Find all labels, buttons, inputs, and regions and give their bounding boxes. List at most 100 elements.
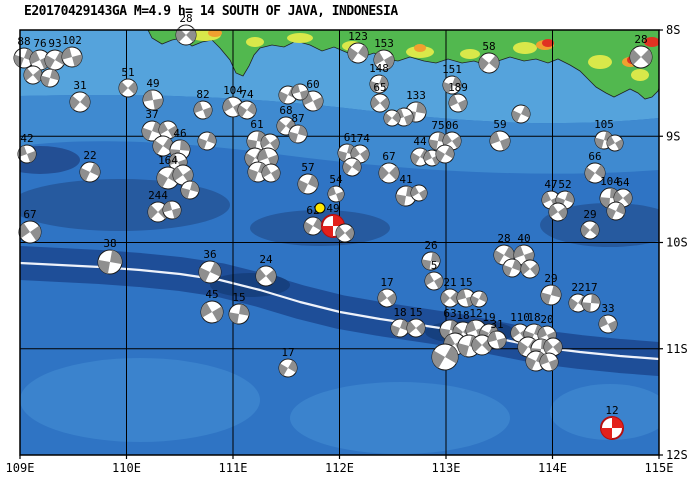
event-label: 74 [240, 88, 254, 101]
focal-mechanism[interactable] [332, 220, 357, 245]
focal-mechanism[interactable]: 29 [539, 272, 563, 307]
focal-mechanism[interactable]: 87 [287, 112, 309, 145]
focal-mechanism[interactable]: 18 [388, 306, 411, 340]
focal-mechanism[interactable] [433, 142, 458, 167]
focal-mechanism[interactable]: 17 [581, 281, 601, 313]
focal-mechanism[interactable]: 60 [300, 78, 327, 114]
focal-mechanism[interactable] [604, 199, 628, 223]
focal-mechanism[interactable]: 105 [593, 118, 615, 151]
focal-mechanism[interactable]: 153 [370, 37, 397, 74]
focal-mechanism[interactable]: 54 [326, 173, 347, 204]
focal-mechanism[interactable]: 5 [422, 259, 447, 293]
beachball-icon [431, 343, 459, 371]
focal-mechanism[interactable]: 51 [115, 66, 140, 101]
focal-mechanism[interactable]: 59 [487, 118, 513, 154]
focal-mechanism[interactable]: 76 [27, 37, 54, 73]
beachball-icon [548, 202, 568, 222]
focal-mechanism[interactable] [161, 199, 183, 221]
focal-mechanism[interactable] [39, 67, 61, 89]
focal-mechanism[interactable]: 17 [374, 276, 399, 311]
focal-mechanism[interactable]: 189 [446, 81, 470, 115]
event-label: 17 [281, 346, 294, 359]
focal-mechanism[interactable]: 22 [565, 281, 590, 316]
south-rise [20, 358, 260, 442]
focal-mechanism[interactable]: 82 [191, 88, 214, 122]
focal-mechanism[interactable] [381, 107, 404, 130]
beachball-icon [172, 164, 194, 186]
event-label: 58 [482, 40, 495, 53]
epicenter-marker[interactable] [314, 202, 326, 214]
focal-mechanism[interactable]: 31 [66, 79, 94, 116]
focal-mechanism[interactable]: 66 [581, 150, 609, 187]
event-label: 63 [443, 307, 456, 320]
focal-mechanism[interactable]: 93 [41, 37, 68, 74]
focal-mechanism[interactable]: 148 [367, 62, 390, 96]
focal-mechanism[interactable] [468, 288, 489, 309]
event-label: 17 [380, 276, 393, 289]
event-label: 82 [196, 88, 209, 101]
focal-mechanism[interactable] [259, 161, 284, 186]
focal-mechanism[interactable] [604, 132, 626, 154]
focal-mechanism[interactable]: 36 [195, 248, 224, 287]
beachball-icon [373, 49, 395, 71]
event-label: 28 [179, 12, 192, 25]
focal-mechanism[interactable] [290, 82, 310, 102]
focal-mechanism[interactable]: 17 [276, 346, 301, 380]
focal-mechanism[interactable] [156, 118, 181, 143]
lon-label: 113E [432, 461, 461, 475]
focal-mechanism[interactable]: 123 [344, 30, 372, 67]
focal-mechanism[interactable]: 28 [625, 33, 656, 73]
focal-mechanism[interactable]: 49 [141, 77, 164, 112]
focal-mechanism[interactable] [509, 102, 533, 126]
focal-mechanism[interactable]: 15 [403, 306, 428, 341]
focal-mechanism[interactable]: 31 [486, 318, 508, 351]
focal-mechanism[interactable] [545, 199, 570, 224]
beachball-icon [520, 259, 540, 279]
focal-mechanism[interactable] [339, 154, 364, 179]
focal-mechanism[interactable] [427, 339, 463, 375]
focal-mechanism[interactable]: 21 [437, 276, 462, 311]
focal-mechanism[interactable]: 45 [197, 288, 227, 327]
focal-mechanism[interactable]: 24 [252, 253, 280, 290]
focal-mechanism[interactable]: 58 [475, 40, 503, 77]
focal-mechanism[interactable]: 74 [234, 88, 259, 123]
focal-mechanism[interactable] [179, 179, 201, 201]
focal-mechanism[interactable]: 57 [295, 161, 322, 197]
beachball-icon [61, 46, 83, 68]
beachball-icon [255, 265, 277, 287]
focal-mechanism[interactable] [500, 256, 523, 279]
event-label: 102 [62, 34, 82, 47]
focal-mechanism[interactable] [523, 348, 550, 375]
focal-mechanism[interactable]: 12 [600, 404, 624, 440]
beachball-icon [435, 144, 455, 164]
focal-mechanism[interactable]: 42 [15, 132, 38, 166]
focal-mechanism[interactable]: 38 [96, 237, 124, 276]
focal-mechanism[interactable]: 15 [455, 276, 477, 309]
focal-mechanism[interactable]: 65 [367, 81, 392, 116]
focal-mechanism[interactable] [517, 256, 542, 281]
focal-mechanism[interactable] [540, 334, 565, 359]
focal-mechanism[interactable]: 102 [60, 34, 84, 69]
focal-mechanism[interactable]: 22 [77, 149, 104, 185]
focal-mechanism[interactable]: 67 [375, 150, 403, 187]
focal-mechanism[interactable] [408, 182, 430, 204]
focal-mechanism[interactable]: 6 [336, 131, 358, 164]
focal-mechanism[interactable] [169, 161, 197, 189]
focal-mechanism[interactable] [537, 350, 560, 373]
focal-mechanism[interactable]: 67 [15, 208, 46, 247]
focal-mechanism[interactable] [20, 62, 45, 87]
focal-mechanism[interactable] [149, 132, 177, 160]
focal-mechanism[interactable]: 29 [577, 208, 602, 243]
lat-label: 10S [666, 236, 688, 250]
focal-mechanism[interactable] [195, 129, 218, 152]
lon-label: 112E [325, 461, 354, 475]
focal-mechanism[interactable]: 15 [227, 291, 250, 326]
focal-mechanism[interactable]: 151 [440, 63, 463, 97]
beachball-icon [291, 83, 309, 101]
focal-mechanism[interactable]: 63 [438, 307, 461, 342]
focal-mechanism[interactable]: 33 [596, 302, 620, 336]
focal-mechanism[interactable]: 26 [421, 239, 442, 271]
beachball-icon [378, 162, 400, 184]
beachball-icon [584, 162, 606, 184]
